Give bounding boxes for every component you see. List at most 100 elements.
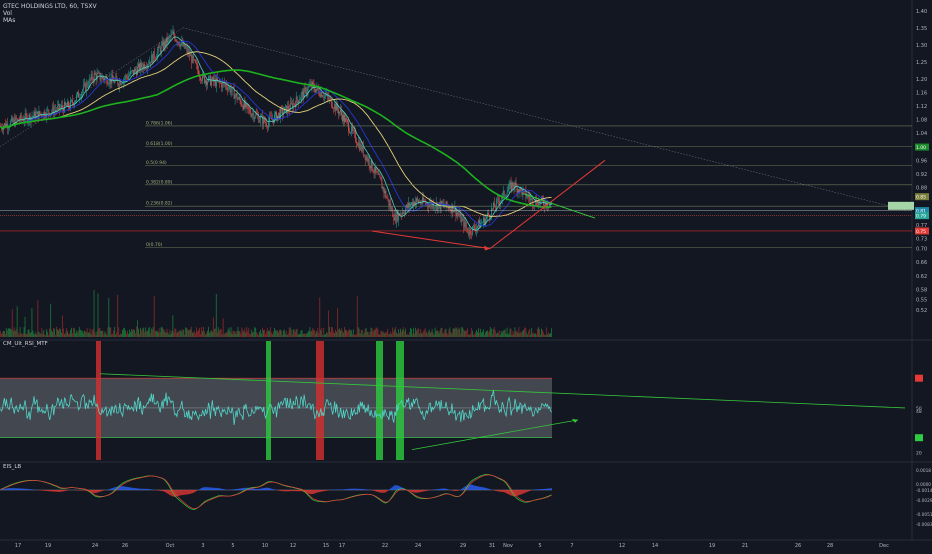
- volume-bar: [196, 327, 197, 337]
- osc-histogram-bar: [131, 488, 132, 490]
- osc-histogram-bar: [95, 490, 96, 493]
- candle-body: [352, 126, 353, 130]
- volume-bar: [313, 329, 314, 337]
- volume-bar: [31, 332, 32, 337]
- volume-bar: [139, 334, 140, 337]
- candle-body: [393, 217, 394, 220]
- osc-histogram-bar: [299, 490, 300, 491]
- osc-histogram-bar: [376, 490, 377, 491]
- volume-bar: [112, 334, 113, 337]
- volume-bar: [291, 330, 292, 337]
- volume-bar: [317, 328, 318, 337]
- volume-bar: [292, 334, 293, 337]
- osc-histogram-bar: [24, 489, 25, 490]
- volume-bar: [323, 328, 324, 337]
- volume-bar: [208, 327, 209, 337]
- osc-histogram-bar: [208, 487, 209, 490]
- volume-bar: [534, 334, 535, 337]
- fib-level-label: 0.236(0.82): [146, 201, 173, 207]
- candle-body: [78, 92, 79, 98]
- candle-body: [349, 131, 350, 132]
- volume-bar: [17, 306, 18, 337]
- volume-bar: [431, 332, 432, 337]
- candle-body: [235, 95, 236, 98]
- trendline-dotted-down: [183, 28, 910, 211]
- volume-bar: [297, 329, 298, 337]
- volume-bar: [169, 335, 170, 337]
- osc-histogram-bar: [496, 490, 497, 491]
- osc-histogram-bar: [200, 489, 201, 490]
- candle-body: [423, 197, 424, 201]
- volume-bar: [238, 327, 239, 337]
- candle-body: [472, 226, 473, 234]
- osc-histogram-bar: [311, 490, 312, 494]
- volume-bar: [19, 335, 20, 337]
- osc-histogram-bar: [426, 490, 427, 491]
- time-tick-label: 19: [709, 543, 715, 549]
- osc-pane-label[interactable]: EIS_LB: [3, 464, 21, 470]
- osc-histogram-bar: [393, 486, 394, 490]
- time-tick-label: 10: [262, 543, 268, 549]
- volume-bar: [273, 332, 274, 337]
- rsi-pane-label[interactable]: CM_Ult_RSI_MTF: [3, 341, 48, 347]
- osc-histogram-bar: [213, 488, 214, 490]
- volume-bar: [417, 329, 418, 337]
- candle-body: [461, 219, 462, 223]
- volume-bar: [132, 330, 133, 337]
- candle-body: [259, 121, 260, 123]
- candle-body: [450, 209, 451, 210]
- ma-mid-line: [1, 41, 552, 226]
- candle-body: [62, 106, 63, 109]
- volume-bar: [430, 333, 431, 337]
- ma-legend[interactable]: MAs: [3, 17, 97, 24]
- osc-histogram-bar: [61, 490, 62, 492]
- osc-histogram-bar: [12, 488, 13, 490]
- osc-histogram-bar: [447, 489, 448, 490]
- osc-histogram-bar: [452, 490, 453, 491]
- volume-bar: [96, 335, 97, 337]
- volume-bar: [422, 334, 423, 337]
- osc-histogram-bar: [206, 487, 207, 490]
- osc-histogram-bar: [217, 488, 218, 490]
- osc-histogram-bar: [121, 486, 122, 490]
- volume-bar: [345, 330, 346, 337]
- osc-histogram-bar: [515, 490, 516, 496]
- volume-bar: [6, 328, 7, 337]
- volume-bar: [73, 328, 74, 337]
- candle-body: [13, 119, 14, 122]
- volume-bar: [525, 328, 526, 337]
- volume-bar: [331, 327, 332, 337]
- volume-bar: [369, 335, 370, 337]
- volume-bar: [56, 327, 57, 337]
- osc-histogram-bar: [346, 489, 347, 490]
- volume-bar: [366, 328, 367, 337]
- osc-histogram-bar: [438, 489, 439, 490]
- volume-bar: [135, 333, 136, 337]
- candle-body: [365, 155, 366, 160]
- candle-body: [374, 172, 375, 173]
- volume-bar: [307, 334, 308, 337]
- volume-legend[interactable]: Vol: [3, 10, 97, 17]
- volume-bar: [236, 334, 237, 337]
- volume-bar: [105, 334, 106, 337]
- osc-histogram-bar: [100, 490, 101, 492]
- volume-bar: [109, 327, 110, 337]
- fib-level-label: 0.5(0.94): [146, 160, 167, 166]
- candle-body: [431, 202, 432, 206]
- time-tick-label: 7: [570, 543, 573, 549]
- volume-bar: [447, 333, 448, 337]
- chart-title[interactable]: GTEC HOLDINGS LTD, 60, TSXV: [3, 3, 97, 10]
- candle-body: [156, 57, 157, 58]
- volume-bar: [93, 329, 94, 337]
- osc-histogram-bar: [256, 489, 257, 490]
- volume-bar: [496, 334, 497, 337]
- volume-bar: [328, 310, 329, 337]
- candle-body: [251, 113, 252, 116]
- osc-histogram-bar: [4, 489, 5, 490]
- candle-body: [285, 106, 286, 108]
- volume-bar: [90, 328, 91, 337]
- volume-bar: [388, 334, 389, 337]
- volume-bar: [14, 327, 15, 337]
- osc-histogram-bar: [377, 490, 378, 492]
